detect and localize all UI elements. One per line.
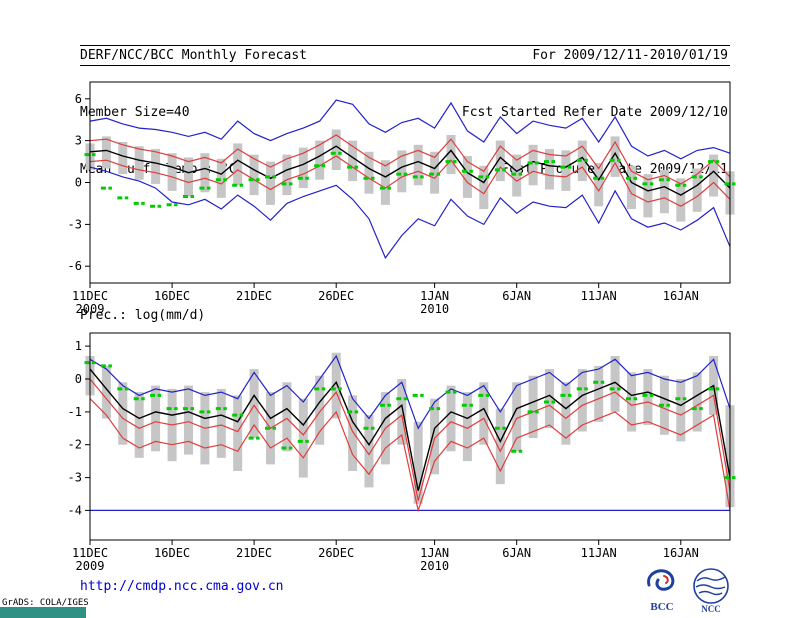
svg-text:-1: -1 xyxy=(68,405,82,419)
svg-text:1JAN: 1JAN xyxy=(420,546,449,560)
bcc-swirl-accent-icon xyxy=(663,575,669,584)
svg-text:21DEC: 21DEC xyxy=(236,289,272,303)
page-title: DERF/NCC/BCC Monthly Forecast xyxy=(80,48,307,63)
svg-text:1JAN: 1JAN xyxy=(420,289,449,303)
svg-text:11DEC: 11DEC xyxy=(72,289,108,303)
svg-text:-4: -4 xyxy=(68,503,82,517)
bcc-swirl-icon xyxy=(647,569,675,591)
ncc-logo-label: NCC xyxy=(701,604,721,614)
header-divider-top xyxy=(80,45,730,46)
svg-text:26DEC: 26DEC xyxy=(318,289,354,303)
svg-text:11DEC: 11DEC xyxy=(72,546,108,560)
svg-text:16JAN: 16JAN xyxy=(663,289,699,303)
svg-text:0: 0 xyxy=(75,176,82,190)
svg-text:16DEC: 16DEC xyxy=(154,546,190,560)
svg-text:1: 1 xyxy=(75,339,82,353)
svg-text:-3: -3 xyxy=(68,217,82,231)
precip-chart-title: Prec.: log(mm/d) xyxy=(80,308,206,323)
svg-text:-3: -3 xyxy=(68,471,82,485)
svg-text:16DEC: 16DEC xyxy=(154,289,190,303)
ncc-wave-icon xyxy=(696,576,726,582)
svg-text:-2: -2 xyxy=(68,438,82,452)
header-divider-bottom xyxy=(80,65,730,66)
grads-credit: GrADS: COLA/IGES xyxy=(2,598,89,608)
svg-text:-6: -6 xyxy=(68,259,82,273)
svg-text:11JAN: 11JAN xyxy=(581,546,617,560)
svg-text:0: 0 xyxy=(75,372,82,386)
svg-text:2010: 2010 xyxy=(420,302,449,316)
forecast-range-label: For 2009/12/11-2010/01/19 xyxy=(532,48,728,63)
svg-text:3: 3 xyxy=(75,134,82,148)
svg-text:6: 6 xyxy=(75,92,82,106)
bcc-logo-label: BCC xyxy=(650,601,673,613)
temperature-chart: 6 3 0 -3 -6 11DEC 16DEC 21DEC 26DEC 1JAN 6JAN 11JAN… xyxy=(68,81,736,316)
source-url[interactable]: http://cmdp.ncc.cma.gov.cn xyxy=(80,579,284,594)
fcst-started-label: Fcst Started Refer Date 2009/12/10 xyxy=(461,105,728,120)
taskbar-fragment xyxy=(0,607,86,618)
ncc-wave-icon xyxy=(695,584,726,590)
svg-text:26DEC: 26DEC xyxy=(318,546,354,560)
precipitation-chart: 1 0 -1 -2 -3 -4 11DEC 16DEC 21DEC 26DEC 1JAN 6JAN 11… xyxy=(68,332,736,573)
svg-text:6JAN: 6JAN xyxy=(502,546,531,560)
member-size-label: Member Size=40 xyxy=(80,105,190,120)
svg-text:21DEC: 21DEC xyxy=(236,546,272,560)
ncc-globe-icon xyxy=(693,568,729,604)
svg-text:2010: 2010 xyxy=(420,559,449,573)
svg-text:2009: 2009 xyxy=(76,302,105,316)
svg-text:11JAN: 11JAN xyxy=(581,289,617,303)
svg-text:2009: 2009 xyxy=(76,559,105,573)
ncc-logo: NCC xyxy=(693,568,729,614)
svg-text:6JAN: 6JAN xyxy=(502,289,531,303)
bcc-logo: BCC xyxy=(647,569,675,613)
svg-text:16JAN: 16JAN xyxy=(663,546,699,560)
ncc-wave-icon xyxy=(698,590,723,596)
